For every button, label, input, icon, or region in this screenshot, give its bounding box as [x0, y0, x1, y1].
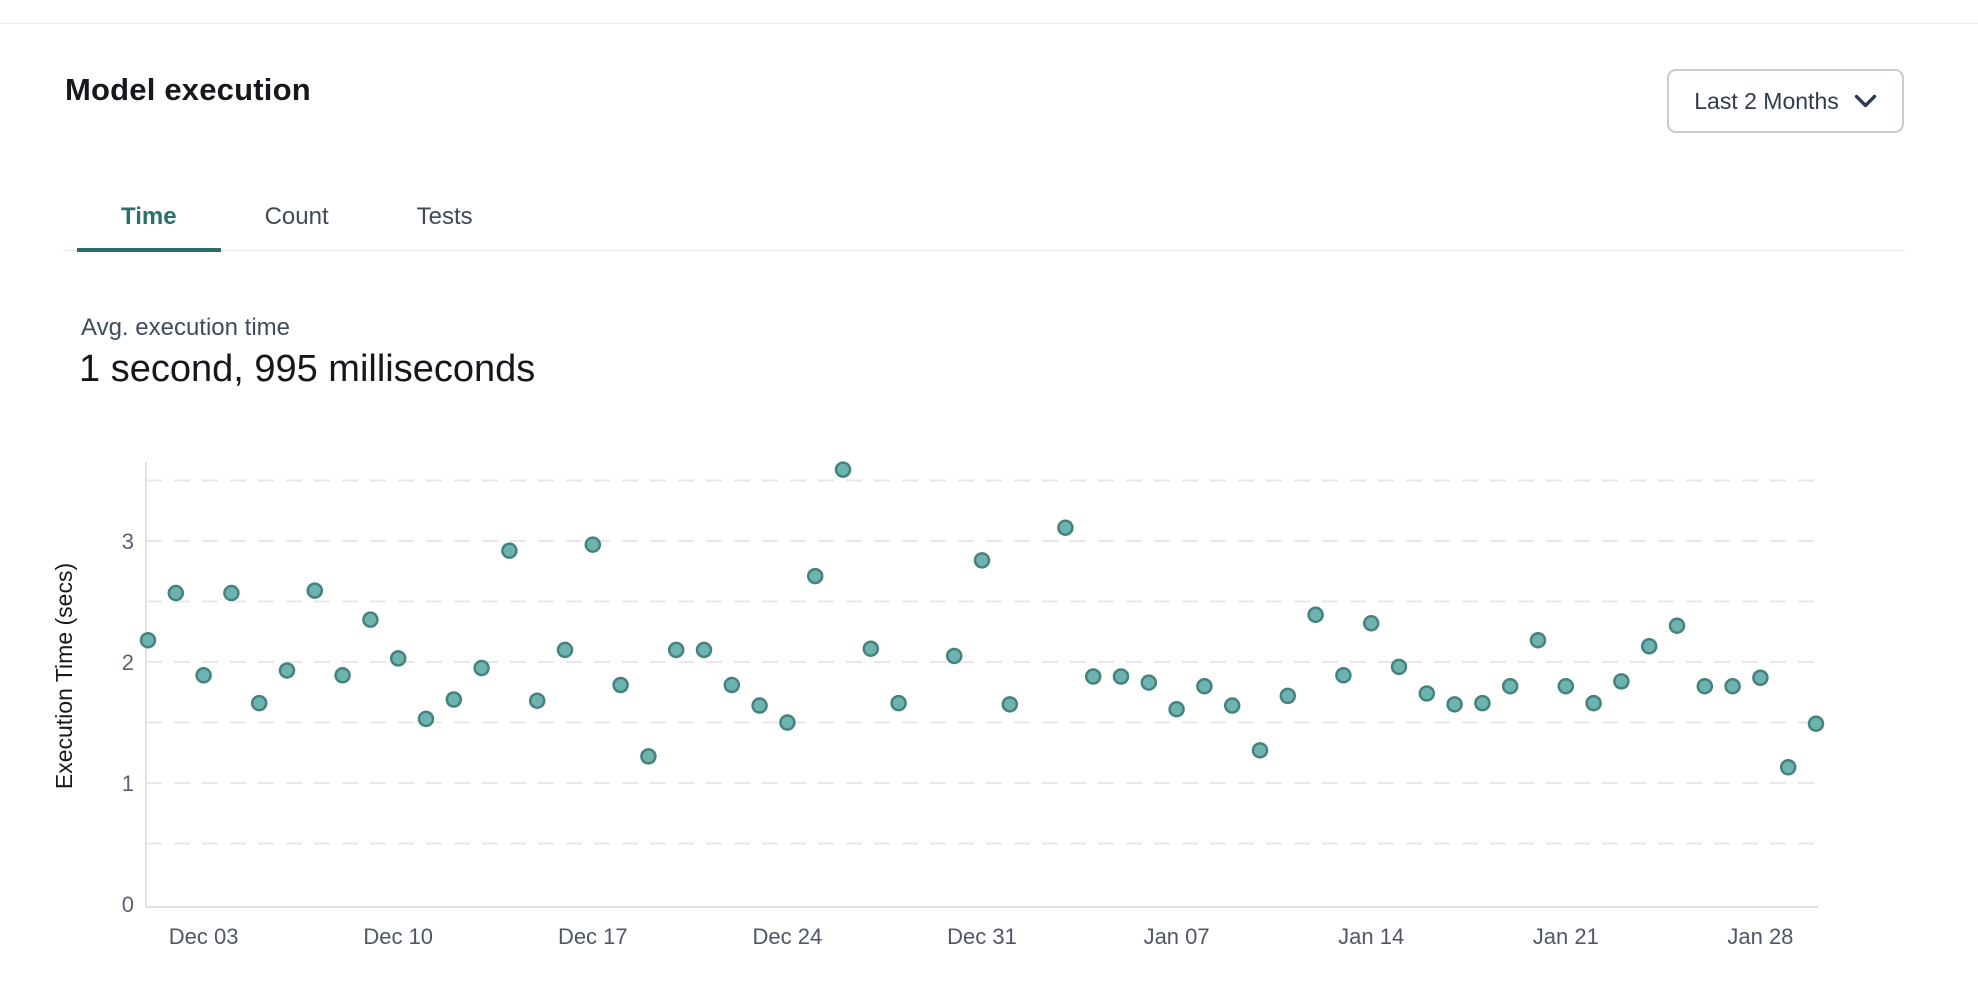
data-point[interactable] [1223, 697, 1241, 714]
x-tick-label: Jan 07 [1144, 924, 1210, 949]
data-point[interactable] [1001, 696, 1019, 713]
data-point[interactable] [306, 582, 324, 599]
data-point[interactable] [445, 691, 463, 708]
x-tick-label: Dec 17 [558, 924, 628, 949]
x-tick-label: Dec 24 [753, 924, 823, 949]
data-point[interactable] [1084, 668, 1102, 685]
page-title: Model execution [65, 72, 311, 107]
tab-time[interactable]: Time [77, 186, 221, 252]
data-point[interactable] [389, 650, 407, 667]
data-point[interactable] [1696, 677, 1714, 695]
data-point[interactable] [612, 676, 629, 694]
data-point[interactable] [640, 748, 657, 765]
data-point[interactable] [1640, 638, 1658, 655]
tab-tests-label: Tests [416, 203, 473, 230]
data-point[interactable] [1112, 668, 1130, 685]
data-point[interactable] [139, 631, 157, 649]
data-point[interactable] [945, 647, 963, 665]
data-point[interactable] [695, 641, 713, 659]
data-point[interactable] [362, 611, 379, 628]
data-point[interactable] [1196, 677, 1213, 695]
chevron-down-icon [1854, 94, 1877, 109]
data-point[interactable] [1752, 669, 1769, 686]
tab-count-label: Count [264, 203, 329, 230]
tab-tests[interactable]: Tests [373, 186, 517, 252]
data-point[interactable] [973, 552, 991, 569]
data-point[interactable] [723, 676, 741, 694]
data-point[interactable] [1557, 677, 1575, 695]
x-tick-label: Dec 10 [363, 924, 433, 949]
data-point[interactable] [1585, 694, 1602, 712]
data-point[interactable] [667, 641, 685, 659]
data-point[interactable] [1307, 606, 1324, 624]
x-tick-label: Dec 03 [169, 924, 239, 949]
x-tick-label: Jan 14 [1338, 924, 1404, 949]
execution-time-chart: 0 1 2 3 Dec 03 Dec 10 Dec 17 Dec 24 Dec 31 Jan 07… [0, 420, 1978, 980]
data-point[interactable] [834, 461, 852, 478]
y-tick-label: 3 [122, 529, 134, 554]
data-point[interactable] [1446, 696, 1463, 713]
y-axis-title: Execution Time (secs) [51, 563, 77, 789]
data-point[interactable] [1724, 677, 1741, 695]
tab-time-label: Time [121, 203, 177, 230]
data-point[interactable] [1057, 519, 1074, 536]
data-point[interactable] [334, 667, 351, 684]
data-point[interactable] [501, 542, 518, 559]
data-point[interactable] [473, 659, 490, 677]
avg-execution-time-value: 1 second, 995 milliseconds [79, 348, 536, 390]
data-point[interactable] [1390, 658, 1408, 676]
data-point[interactable] [1279, 687, 1297, 705]
data-point[interactable] [195, 667, 212, 684]
data-point[interactable] [890, 694, 907, 712]
data-point[interactable] [250, 694, 268, 712]
data-point[interactable] [1779, 759, 1797, 776]
top-divider [0, 23, 1978, 24]
data-point[interactable] [751, 697, 768, 714]
data-point[interactable] [1251, 742, 1269, 759]
data-point[interactable] [167, 584, 185, 602]
data-point[interactable] [417, 710, 435, 728]
tab-count[interactable]: Count [221, 186, 373, 252]
data-point[interactable] [1362, 615, 1380, 632]
data-point[interactable] [556, 641, 574, 659]
data-point[interactable] [1140, 674, 1158, 691]
tabs: Time Count Tests [63, 186, 1905, 252]
y-tick-label: 0 [122, 892, 134, 917]
data-point[interactable] [806, 567, 824, 585]
data-point[interactable] [1668, 617, 1686, 634]
data-point[interactable] [1529, 631, 1547, 649]
scatter-plot: 0 1 2 3 Dec 03 Dec 10 Dec 17 Dec 24 Dec 31 Jan 07… [51, 461, 1825, 949]
data-point[interactable] [223, 584, 240, 602]
data-point[interactable] [1501, 677, 1519, 695]
data-point[interactable] [1474, 694, 1491, 712]
data-point[interactable] [1613, 673, 1630, 690]
data-point[interactable] [1168, 700, 1185, 718]
data-point[interactable] [779, 714, 796, 731]
data-point[interactable] [862, 640, 880, 657]
time-range-label: Last 2 Months [1694, 87, 1839, 114]
x-tick-label: Jan 28 [1727, 924, 1793, 949]
y-tick-label: 1 [122, 771, 134, 796]
data-point[interactable] [584, 536, 602, 553]
data-point[interactable] [528, 692, 546, 709]
data-point[interactable] [278, 662, 296, 679]
x-tick-label: Dec 31 [947, 924, 1017, 949]
time-range-dropdown[interactable]: Last 2 Months [1667, 69, 1904, 133]
data-point[interactable] [1418, 685, 1436, 702]
data-point[interactable] [1335, 667, 1352, 684]
avg-execution-time-label: Avg. execution time [81, 314, 291, 341]
y-tick-label: 2 [122, 650, 134, 675]
x-tick-label: Jan 21 [1533, 924, 1599, 949]
data-point[interactable] [1807, 715, 1825, 732]
